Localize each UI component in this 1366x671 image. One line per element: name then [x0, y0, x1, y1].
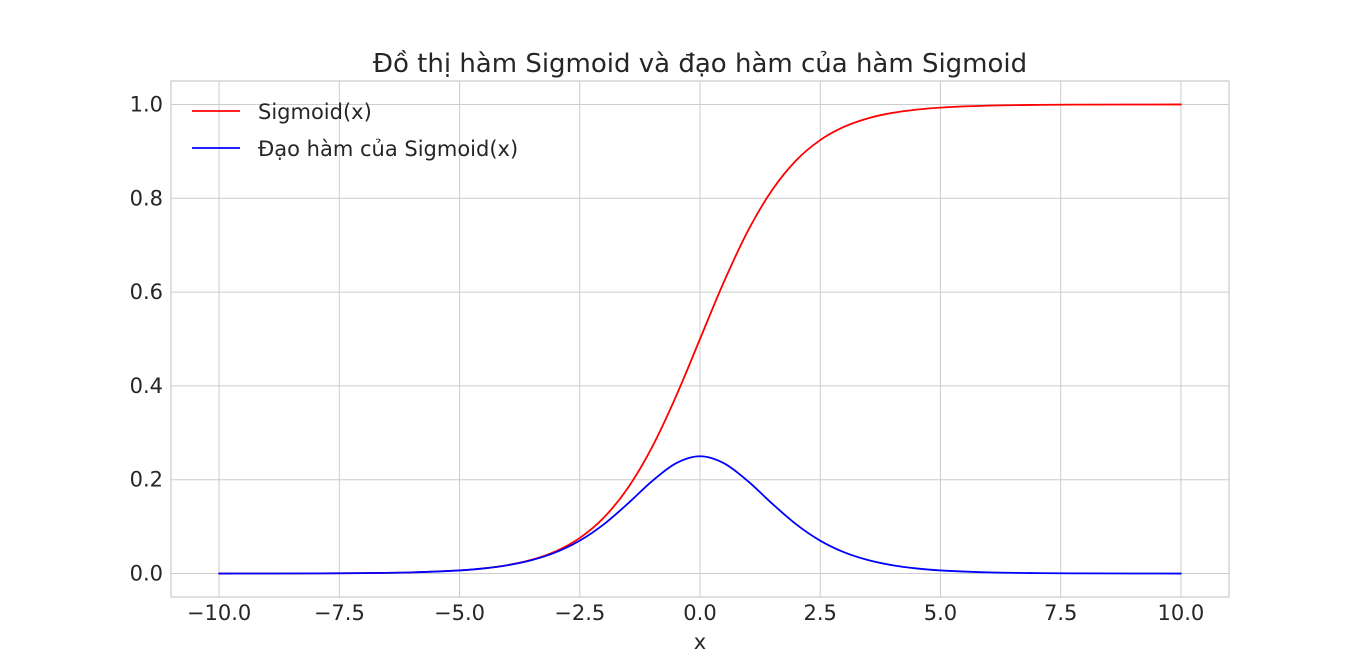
- legend-label: Đạo hàm của Sigmoid(x): [258, 137, 518, 161]
- x-gridlines: [218, 81, 1182, 597]
- chart-title: Đồ thị hàm Sigmoid và đạo hàm của hàm Si…: [373, 49, 1027, 79]
- x-tick-label: 7.5: [1044, 601, 1077, 625]
- x-tick-label: 10.0: [1158, 601, 1205, 625]
- x-tick-label: −2.5: [554, 601, 605, 625]
- x-tick-label: −5.0: [434, 601, 485, 625]
- x-axis-label: x: [694, 630, 706, 654]
- x-tick-label: 0.0: [683, 601, 716, 625]
- y-tick-label: 0.8: [130, 186, 163, 210]
- x-tick-label: 2.5: [804, 601, 837, 625]
- y-tick-label: 0.0: [130, 562, 163, 586]
- y-tick-label: 1.0: [130, 92, 163, 116]
- plot-frame: [170, 80, 1230, 598]
- y-tick-label: 0.2: [130, 468, 163, 492]
- sigmoid-derivative-line: [218, 455, 1182, 575]
- legend-label: Sigmoid(x): [258, 100, 372, 124]
- y-tick-labels: 0.0 0.2 0.4 0.6 0.8 1.0: [130, 92, 163, 585]
- legend: Sigmoid(x) Đạo hàm của Sigmoid(x): [192, 100, 518, 161]
- x-tick-label: −10.0: [187, 601, 251, 625]
- x-tick-labels: −10.0 −7.5 −5.0 −2.5 0.0 2.5 5.0 7.5 10.0: [187, 601, 1204, 625]
- y-tick-label: 0.6: [130, 280, 163, 304]
- y-gridlines: [171, 103, 1229, 575]
- series-layer: [218, 103, 1182, 575]
- y-tick-label: 0.4: [130, 374, 163, 398]
- x-tick-label: −7.5: [314, 601, 365, 625]
- x-tick-label: 5.0: [924, 601, 957, 625]
